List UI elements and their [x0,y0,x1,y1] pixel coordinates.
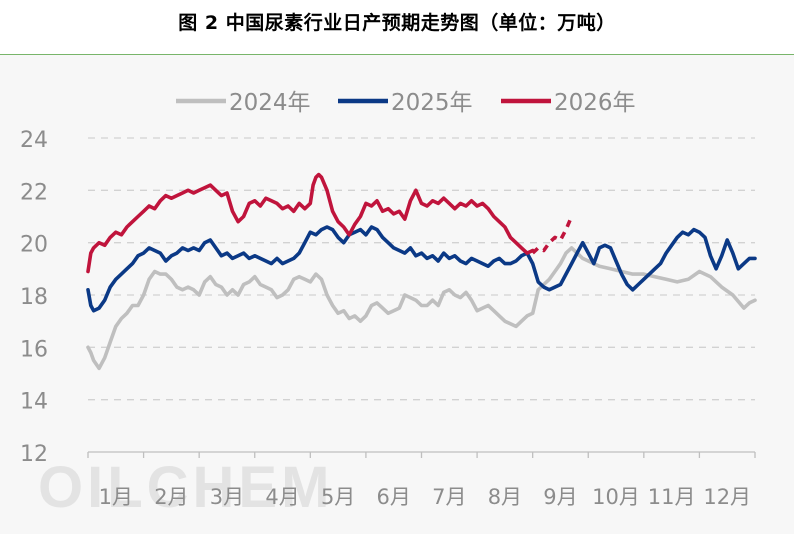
y-tick-label: 14 [20,390,48,415]
x-tick-label: 12月 [703,485,751,509]
legend: 2024年 2025年 2026年 [176,90,636,116]
legend-label-0: 2024年 [229,90,311,116]
watermark-text: OILCHEM [38,455,333,520]
y-tick-label: 12 [20,442,48,467]
x-tick-label: 11月 [648,485,696,509]
series-line-1 [86,225,757,313]
y-tick-label: 24 [20,128,48,153]
chart-title: 图 2 中国尿素行业日产预期走势图（单位：万吨） [178,12,616,34]
y-tick-label: 22 [20,180,48,205]
axes: 24 22 20 18 16 14 12 1月 2月 3月 4月 5月 6月 7月 8月 9月 10月 11月 12… [20,128,756,509]
x-tick-label: 6月 [377,485,411,509]
x-tick-label: 4月 [265,485,299,509]
series-line-3 [531,215,574,255]
y-tick-label: 16 [20,337,48,362]
y-tick-label: 18 [20,285,48,310]
series-lines [86,172,757,371]
x-tick-label: 7月 [432,485,466,509]
title-divider [0,54,794,55]
x-tick-label: 5月 [321,485,355,509]
y-tick-label: 20 [20,233,48,258]
legend-label-1: 2025年 [391,90,473,116]
x-tick-label: 3月 [210,485,244,509]
series-line-0 [86,246,757,371]
x-tick-label: 8月 [488,485,522,509]
x-tick-label: 1月 [99,485,133,509]
x-tick-label: 9月 [543,485,577,509]
series-line-2 [86,172,535,274]
x-tick-label: 10月 [592,485,640,509]
x-tick-label: 2月 [154,485,188,509]
legend-label-2: 2026年 [554,90,636,116]
